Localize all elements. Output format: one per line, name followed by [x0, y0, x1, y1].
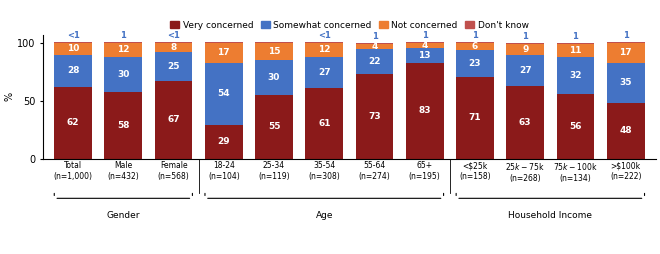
Text: 63: 63 — [519, 118, 531, 127]
Bar — [506, 86, 544, 159]
Text: 9: 9 — [522, 45, 529, 54]
Bar — [205, 63, 243, 125]
Text: 1: 1 — [422, 31, 428, 40]
Bar — [205, 43, 243, 63]
Bar — [506, 43, 544, 44]
Text: 30: 30 — [268, 73, 280, 82]
Text: 48: 48 — [619, 126, 632, 135]
Bar — [406, 47, 444, 63]
Bar — [406, 43, 444, 47]
Bar — [556, 44, 594, 57]
Bar — [356, 74, 393, 159]
Text: Age: Age — [315, 211, 333, 220]
Text: 23: 23 — [469, 59, 481, 68]
Text: 1: 1 — [623, 31, 628, 40]
Bar — [556, 43, 594, 44]
Text: Household Income: Household Income — [508, 211, 592, 220]
Text: 17: 17 — [619, 48, 632, 57]
Bar — [54, 42, 92, 43]
Text: 1: 1 — [372, 32, 378, 41]
Text: 55: 55 — [268, 122, 280, 131]
Bar — [154, 52, 193, 81]
Bar — [306, 57, 343, 88]
Text: 27: 27 — [318, 68, 331, 77]
Bar — [54, 55, 92, 87]
Text: 28: 28 — [67, 66, 79, 75]
Bar — [406, 63, 444, 159]
Bar — [356, 49, 393, 74]
Bar — [54, 43, 92, 55]
Text: 29: 29 — [218, 137, 230, 146]
Bar — [255, 42, 293, 43]
Text: 1: 1 — [120, 31, 126, 40]
Text: 67: 67 — [167, 115, 180, 124]
Text: 54: 54 — [218, 89, 230, 98]
Text: 13: 13 — [418, 51, 431, 60]
Bar — [456, 43, 494, 50]
Text: 12: 12 — [318, 45, 331, 54]
Text: 30: 30 — [117, 70, 129, 79]
Bar — [406, 42, 444, 43]
Bar — [607, 103, 645, 159]
Text: 27: 27 — [519, 66, 531, 75]
Text: 62: 62 — [67, 118, 79, 127]
Bar — [255, 95, 293, 159]
Bar — [154, 42, 193, 43]
Bar — [456, 50, 494, 76]
Text: <1: <1 — [67, 31, 80, 40]
Bar — [306, 88, 343, 159]
Text: Gender: Gender — [106, 211, 140, 220]
Bar — [205, 125, 243, 159]
Bar — [356, 44, 393, 49]
Text: 22: 22 — [368, 57, 381, 66]
Text: <1: <1 — [318, 31, 331, 40]
Text: 1: 1 — [522, 32, 528, 41]
Text: 10: 10 — [67, 44, 79, 53]
Text: 32: 32 — [569, 71, 581, 80]
Text: 71: 71 — [469, 113, 481, 122]
Text: 12: 12 — [117, 45, 129, 54]
Y-axis label: %: % — [4, 92, 14, 101]
Text: 11: 11 — [569, 46, 581, 55]
Text: 73: 73 — [368, 112, 381, 121]
Bar — [556, 57, 594, 94]
Bar — [456, 76, 494, 159]
Text: <1: <1 — [167, 31, 180, 40]
Bar — [306, 42, 343, 43]
Text: 35: 35 — [620, 78, 632, 87]
Text: 17: 17 — [218, 48, 230, 57]
Text: 56: 56 — [569, 122, 581, 131]
Text: 8: 8 — [170, 43, 177, 52]
Bar — [506, 55, 544, 86]
Text: 25: 25 — [168, 62, 180, 71]
Bar — [306, 43, 343, 57]
Bar — [607, 42, 645, 43]
Bar — [607, 43, 645, 63]
Bar — [104, 42, 142, 43]
Text: 6: 6 — [472, 42, 478, 51]
Bar — [104, 43, 142, 57]
Bar — [104, 57, 142, 91]
Bar — [556, 94, 594, 159]
Text: 4: 4 — [372, 42, 378, 51]
Bar — [154, 43, 193, 52]
Legend: Very concerned, Somewhat concerned, Not concerned, Don't know: Very concerned, Somewhat concerned, Not … — [166, 17, 533, 33]
Bar — [154, 81, 193, 159]
Text: 4: 4 — [422, 41, 428, 50]
Bar — [255, 60, 293, 95]
Text: 61: 61 — [318, 119, 331, 128]
Bar — [456, 42, 494, 43]
Bar — [255, 43, 293, 60]
Bar — [356, 43, 393, 44]
Text: 83: 83 — [418, 106, 431, 115]
Text: 15: 15 — [268, 47, 280, 56]
Text: 1: 1 — [472, 31, 478, 40]
Bar — [205, 42, 243, 43]
Bar — [506, 44, 544, 55]
Text: 1: 1 — [572, 32, 578, 41]
Bar — [54, 87, 92, 159]
Bar — [104, 91, 142, 159]
Bar — [607, 63, 645, 103]
Text: 58: 58 — [117, 121, 129, 130]
